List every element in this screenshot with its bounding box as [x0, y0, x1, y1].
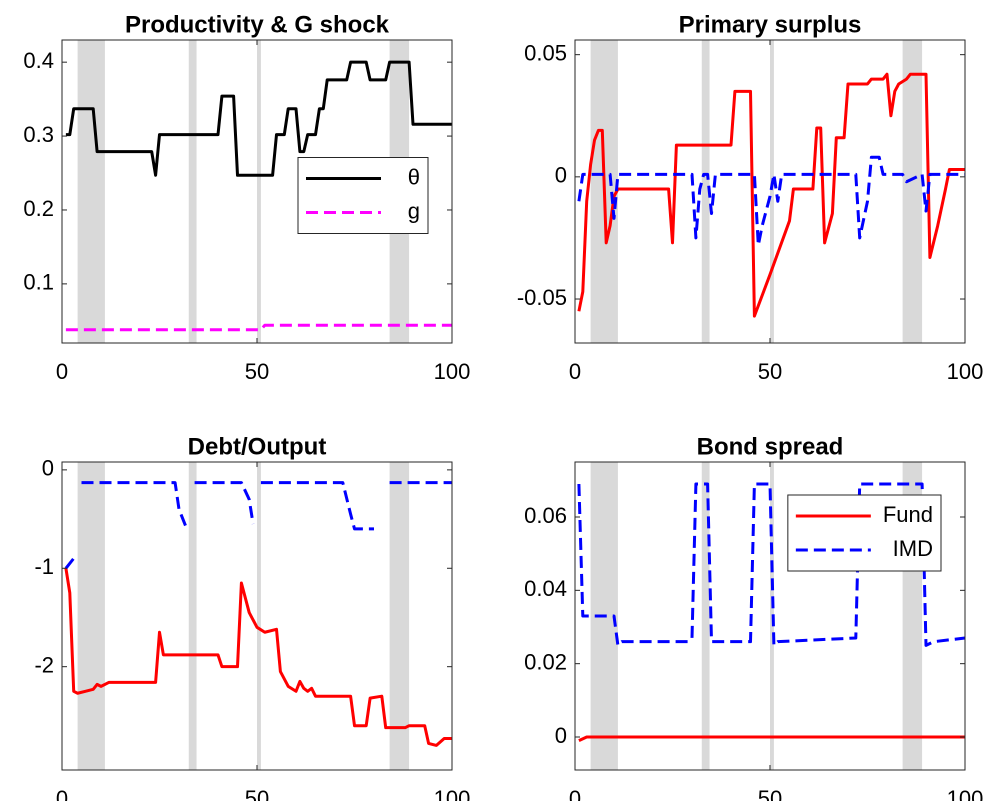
series-line: [577, 72, 965, 318]
shaded-period: [701, 462, 710, 770]
legend-label: Fund: [883, 502, 933, 527]
y-tick-label: 0.1: [23, 270, 54, 295]
series-line: [64, 481, 452, 570]
shaded-period: [770, 40, 774, 343]
x-tick-label: 100: [434, 359, 471, 384]
chart-title: Productivity & G shock: [125, 11, 390, 38]
y-tick-label: 0.04: [524, 576, 567, 601]
shaded-period: [902, 40, 923, 343]
x-tick-label: 0: [569, 786, 581, 801]
x-tick-label: 0: [56, 359, 68, 384]
x-tick-label: 0: [569, 359, 581, 384]
series-line: [65, 323, 452, 332]
y-tick-label: 0: [42, 456, 54, 481]
x-tick-label: 50: [245, 359, 269, 384]
x-tick-label: 50: [245, 786, 269, 801]
x-tick-label: 100: [434, 786, 471, 801]
legend-label: g: [408, 198, 420, 223]
series-line: [64, 568, 452, 747]
x-tick-label: 50: [758, 359, 782, 384]
chart-title: Bond spread: [697, 433, 844, 460]
y-tick-label: 0.02: [524, 649, 567, 674]
y-tick-label: 0: [555, 723, 567, 748]
x-tick-label: 100: [947, 359, 984, 384]
shaded-period: [257, 40, 261, 343]
y-tick-label: -0.05: [517, 285, 567, 310]
shaded-period: [389, 462, 410, 770]
y-tick-label: 0.05: [524, 40, 567, 65]
series-line: [577, 482, 966, 647]
y-tick-label: 0.06: [524, 503, 567, 528]
x-tick-label: 100: [947, 786, 984, 801]
shaded-period: [188, 462, 197, 770]
series-line: [578, 735, 965, 743]
shaded-period: [77, 462, 105, 770]
legend-label: θ: [408, 164, 420, 189]
y-tick-label: 0: [555, 163, 567, 188]
x-tick-label: 50: [758, 786, 782, 801]
series-line: [577, 155, 965, 247]
y-tick-label: 0.4: [23, 48, 54, 73]
y-tick-label: -2: [34, 652, 54, 677]
y-tick-label: 0.2: [23, 196, 54, 221]
y-tick-label: -1: [34, 554, 54, 579]
shaded-period: [257, 462, 261, 770]
y-tick-label: 0.3: [23, 122, 54, 147]
shaded-period: [701, 40, 710, 343]
x-tick-label: 0: [56, 786, 68, 801]
chart-title: Primary surplus: [679, 11, 862, 38]
legend-box: [787, 494, 942, 572]
legend-box: [297, 157, 429, 234]
shaded-period: [188, 40, 197, 343]
series-line: [65, 60, 452, 177]
chart-title: Debt/Output: [188, 433, 327, 460]
legend-label: IMD: [893, 536, 933, 561]
shaded-period: [77, 40, 105, 343]
